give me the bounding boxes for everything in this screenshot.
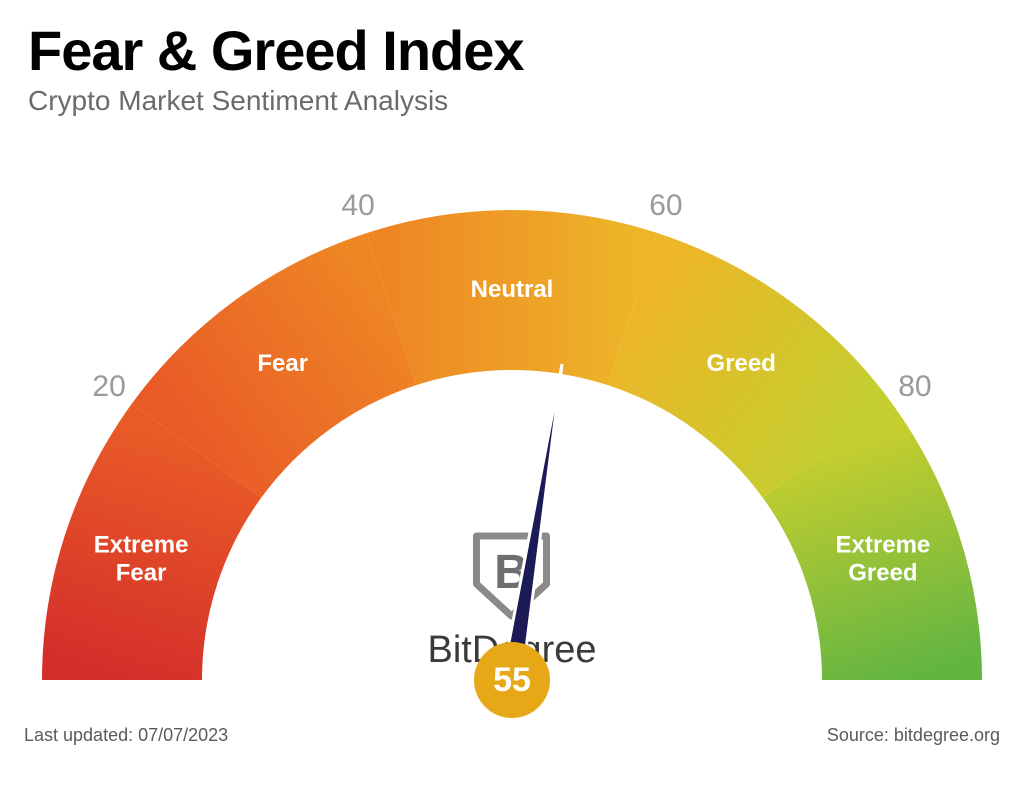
gauge-tick-label: 40	[341, 189, 374, 223]
gauge-segment-label: Fear	[257, 351, 308, 379]
gauge-segment-label: Neutral	[471, 276, 554, 304]
gauge-segment-label: Greed	[707, 351, 776, 379]
gauge-tick-label: 20	[92, 370, 125, 404]
gauge-segment-label: Extreme Greed	[836, 532, 931, 587]
fear-greed-gauge: B BitDegree 55 20406080 Extreme FearFear…	[32, 180, 992, 700]
page-title: Fear & Greed Index	[28, 18, 524, 83]
gauge-tick-label: 60	[649, 189, 682, 223]
gauge-value-badge: 55	[474, 642, 550, 718]
last-updated-label: Last updated: 07/07/2023	[24, 725, 228, 746]
gauge-tick-label: 80	[898, 370, 931, 404]
gauge-segment-label: Extreme Fear	[94, 532, 189, 587]
page-subtitle: Crypto Market Sentiment Analysis	[28, 85, 524, 117]
source-label: Source: bitdegree.org	[827, 725, 1000, 746]
header: Fear & Greed Index Crypto Market Sentime…	[28, 18, 524, 117]
gauge-value: 55	[493, 661, 531, 700]
